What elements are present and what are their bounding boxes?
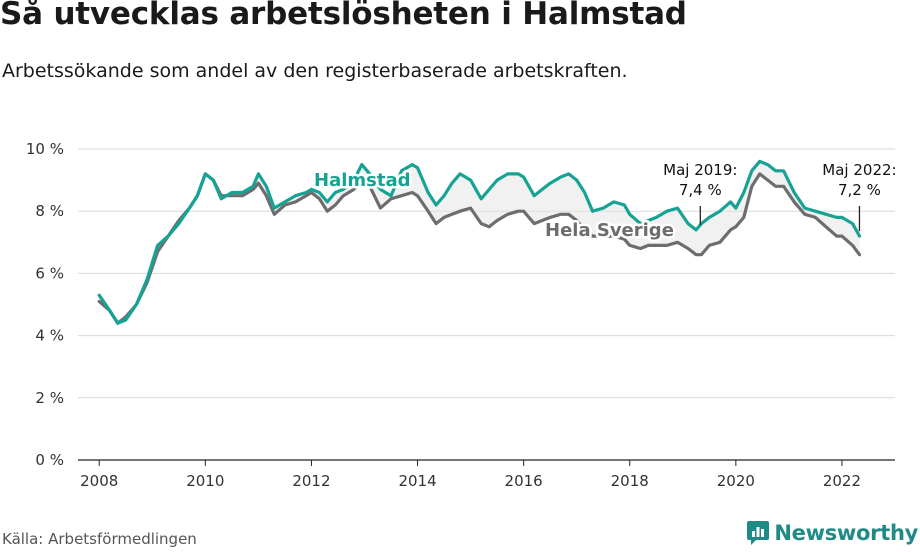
svg-text:7,2 %: 7,2 %: [838, 181, 881, 199]
source-note: Källa: Arbetsförmedlingen: [2, 530, 197, 548]
x-tick-label: 2018: [611, 472, 649, 490]
y-axis-ticks: 0 % 2 % 4 % 6 % 8 % 10 %: [26, 140, 64, 469]
svg-text:Halmstad: Halmstad: [314, 170, 411, 191]
x-tick-label: 2012: [292, 472, 330, 490]
svg-text:Maj 2022:: Maj 2022:: [822, 161, 896, 179]
chart-title: Så utvecklas arbetslösheten i Halmstad: [0, 0, 687, 32]
svg-text:7,4 %: 7,4 %: [679, 181, 722, 199]
svg-text:Hela Sverige: Hela Sverige: [545, 220, 674, 241]
x-tick-label: 2016: [505, 472, 543, 490]
x-tick-label: 2014: [398, 472, 436, 490]
svg-text:Hela Sverige: Hela Sverige: [545, 220, 674, 241]
x-tick-label: 2008: [80, 472, 118, 490]
svg-text:Halmstad: Halmstad: [314, 170, 411, 191]
newsworthy-logo[interactable]: Newsworthy: [746, 520, 918, 546]
y-tick-label: 0 %: [35, 451, 64, 469]
x-axis-ticks: 2008 2010 2012 2014 2016 2018 2020 2022: [80, 460, 861, 490]
chart-subtitle: Arbetssökande som andel av den registerb…: [2, 60, 628, 82]
x-tick-label: 2020: [717, 472, 755, 490]
series-line-hela-sverige: [97, 172, 862, 325]
gridlines: [78, 148, 895, 461]
y-tick-label: 4 %: [35, 327, 64, 345]
brand-name: Newsworthy: [774, 521, 918, 545]
y-tick-label: 10 %: [26, 140, 64, 158]
x-tick-label: 2022: [823, 472, 861, 490]
svg-text:Maj 2019:: Maj 2019:: [663, 161, 737, 179]
y-tick-label: 8 %: [35, 202, 64, 220]
series-line-halmstad: [97, 159, 862, 325]
newsworthy-icon: [747, 521, 770, 545]
y-tick-label: 2 %: [35, 389, 64, 407]
annotation-maj2019: Maj 2019: 7,4 %: [663, 161, 737, 225]
annotation-maj2022: Maj 2022: 7,2 %: [822, 161, 897, 232]
x-tick-label: 2010: [186, 472, 224, 490]
difference-area: [99, 161, 860, 324]
y-tick-label: 6 %: [35, 264, 64, 282]
